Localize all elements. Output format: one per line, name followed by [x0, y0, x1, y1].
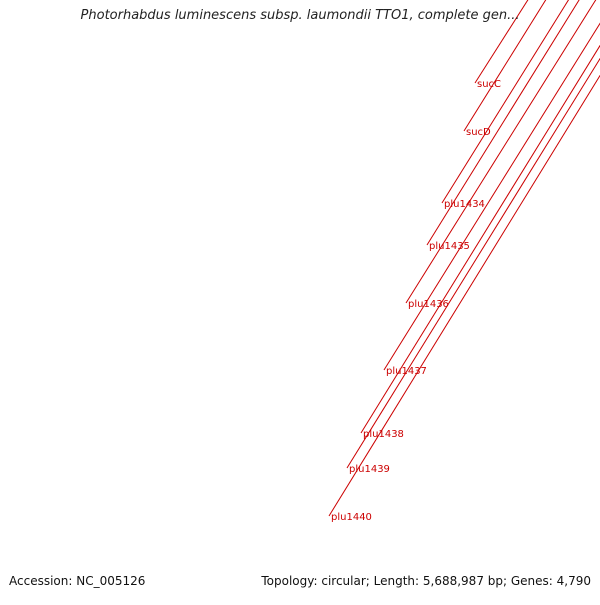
leader-line-plu1436	[405, 0, 597, 304]
gene-label-plu1434: plu1434	[444, 199, 485, 210]
gene-label-plu1440: plu1440	[331, 512, 372, 523]
map-title: Photorhabdus luminescens subsp. laumondi…	[80, 8, 520, 23]
leader-line-plu1439	[346, 57, 600, 469]
leader-line-plu1435	[426, 0, 580, 246]
leader-line-sucD	[463, 0, 547, 132]
gene-label-sucD: sucD	[466, 127, 491, 138]
accession-text: Accession: NC_005126	[9, 574, 146, 588]
leader-line-plu1440	[328, 74, 600, 517]
gene-label-sucC: sucC	[477, 79, 501, 90]
gene-label-plu1436: plu1436	[408, 299, 449, 310]
gene-label-layer: sucCsucDplu1434plu1435plu1436plu1437plu1…	[328, 0, 600, 523]
genome-summary-text: Topology: circular; Length: 5,688,987 bp…	[261, 574, 591, 588]
leader-line-plu1437	[383, 22, 600, 371]
leader-line-plu1434	[441, 0, 570, 204]
gene-label-plu1435: plu1435	[429, 241, 470, 252]
leader-line-plu1438	[360, 44, 600, 434]
gene-label-plu1438: plu1438	[363, 429, 404, 440]
gene-label-plu1439: plu1439	[349, 464, 390, 475]
